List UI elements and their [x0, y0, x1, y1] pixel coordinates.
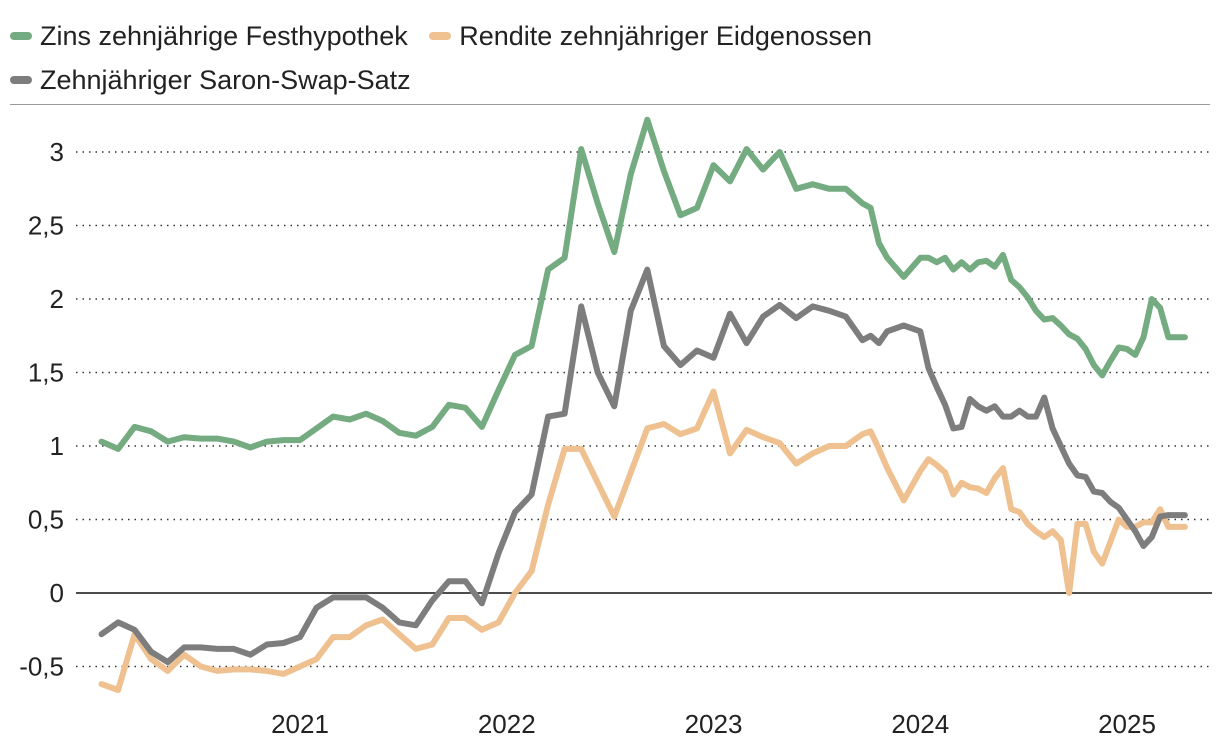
legend-item-festhypothek: Zins zehnjährige Festhypothek: [10, 14, 408, 58]
x-tick-label: 2024: [891, 709, 949, 739]
legend-swatch-eidgenossen: [429, 31, 452, 40]
legend-label-saron-swap: Zehnjähriger Saron-Swap-Satz: [40, 65, 411, 95]
chart-legend: Zins zehnjährige Festhypothek Rendite ze…: [10, 14, 1210, 102]
y-tick-label: 0: [50, 578, 64, 608]
y-tick-label: 2: [50, 284, 64, 314]
y-tick-label: 1,5: [28, 358, 64, 388]
series-line-eidgenossen: [98, 388, 1188, 693]
legend-item-saron-swap: Zehnjähriger Saron-Swap-Satz: [10, 58, 411, 102]
legend-item-eidgenossen: Rendite zehnjähriger Eidgenossen: [429, 14, 872, 58]
legend-divider: [10, 104, 1210, 105]
y-tick-label: -0,5: [19, 652, 64, 682]
legend-label-eidgenossen: Rendite zehnjähriger Eidgenossen: [459, 21, 873, 51]
y-tick-label: 1: [50, 431, 64, 461]
x-tick-label: 2025: [1098, 709, 1156, 739]
x-tick-label: 2021: [271, 709, 329, 739]
y-tick-label: 0,5: [28, 505, 64, 535]
y-tick-label: 3: [50, 137, 64, 167]
y-tick-label: 2,5: [28, 211, 64, 241]
x-tick-label: 2022: [478, 709, 536, 739]
legend-label-festhypothek: Zins zehnjährige Festhypothek: [40, 21, 408, 51]
x-tick-label: 2023: [685, 709, 743, 739]
legend-swatch-saron-swap: [10, 75, 32, 84]
legend-swatch-festhypothek: [10, 31, 32, 40]
series-line-saron-swap: [98, 266, 1188, 666]
series-line-festhypothek: [98, 116, 1188, 452]
